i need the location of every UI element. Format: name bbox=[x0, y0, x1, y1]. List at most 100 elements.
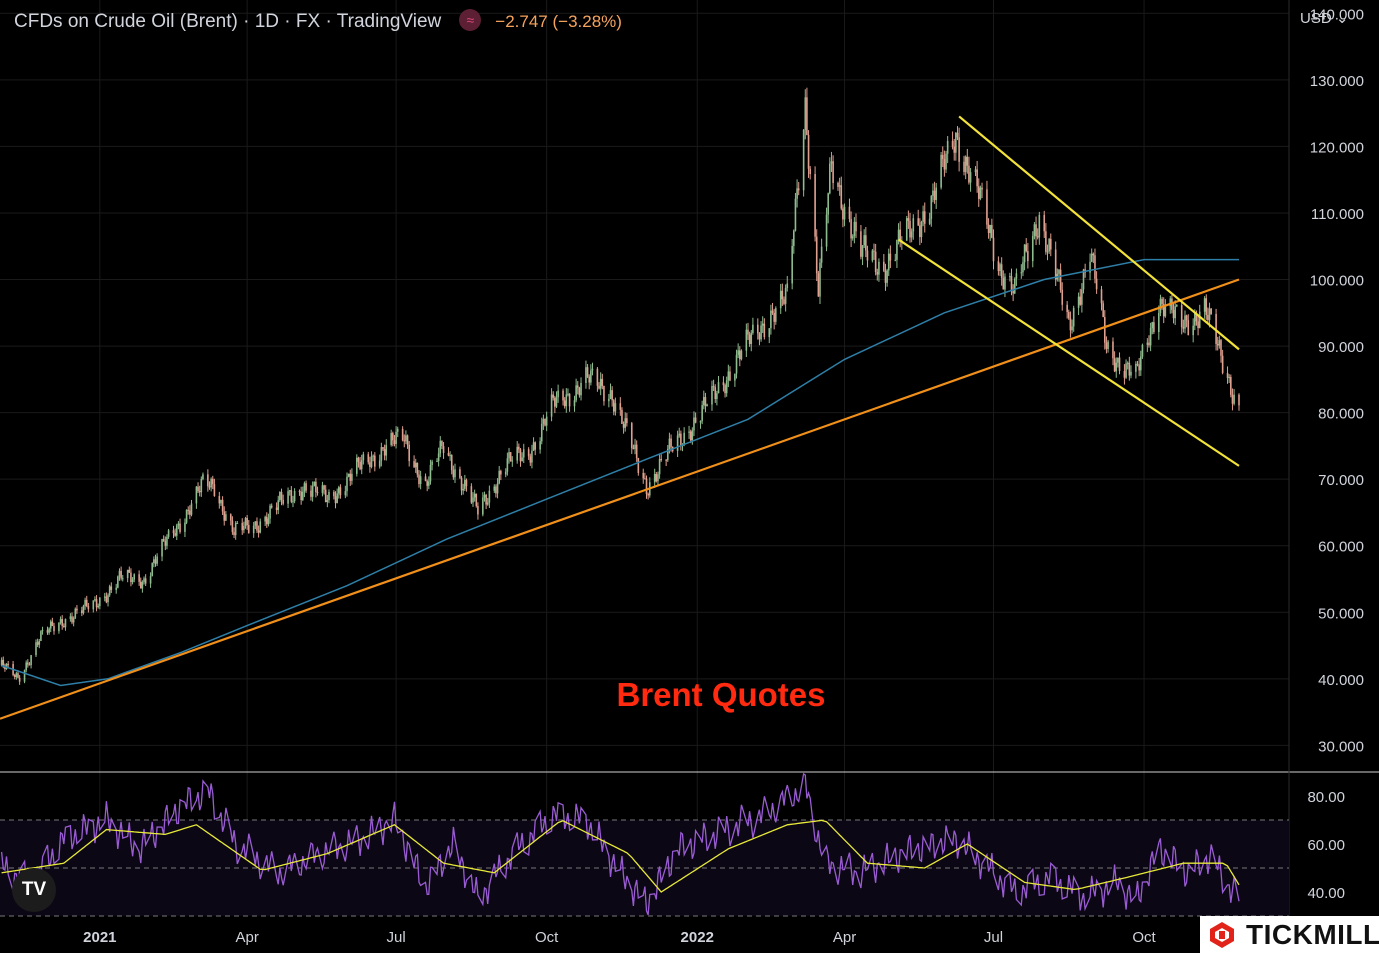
candle-body bbox=[189, 510, 191, 515]
candle-body bbox=[608, 398, 610, 402]
candle-body bbox=[734, 373, 736, 381]
candle-body bbox=[531, 450, 533, 463]
candle-body bbox=[883, 261, 885, 271]
candle-body bbox=[933, 190, 936, 200]
candle-body bbox=[1125, 363, 1127, 378]
candle-body bbox=[1233, 394, 1235, 404]
candle-body bbox=[13, 675, 16, 677]
candle-body bbox=[809, 168, 811, 175]
candle-body bbox=[1148, 342, 1150, 346]
candle-body bbox=[642, 472, 645, 479]
chart-header: CFDs on Crude Oil (Brent) · 1D · FX · Tr… bbox=[14, 9, 622, 33]
candle-body bbox=[930, 195, 933, 219]
candle-body bbox=[1182, 327, 1185, 329]
candle-body bbox=[313, 481, 316, 486]
symbol-title[interactable]: CFDs on Crude Oil (Brent) · 1D · FX · Tr… bbox=[14, 11, 442, 32]
candle-body bbox=[1035, 224, 1037, 237]
candle-body bbox=[63, 625, 65, 628]
candle-body bbox=[362, 454, 365, 461]
candle-body bbox=[588, 376, 591, 383]
candle-body bbox=[712, 386, 715, 388]
candle-body bbox=[220, 499, 222, 504]
candle-body bbox=[958, 137, 960, 162]
price-axis[interactable]: 30.000 40.000 50.000 60.000 70.000 80.000 90.0… bbox=[1310, 6, 1364, 755]
candle-body bbox=[711, 386, 713, 405]
candle-body bbox=[601, 378, 604, 386]
candle-body bbox=[372, 455, 374, 457]
candle-body bbox=[632, 448, 635, 450]
candle-body bbox=[51, 621, 54, 626]
candle-body bbox=[701, 405, 703, 421]
support-trend-line[interactable] bbox=[0, 278, 1240, 720]
candle-body bbox=[35, 642, 37, 656]
candle-body bbox=[545, 416, 548, 426]
candle-body bbox=[385, 445, 388, 456]
candle-body bbox=[426, 481, 428, 486]
candle-body bbox=[293, 491, 296, 502]
candle-body bbox=[200, 479, 203, 493]
candle-body bbox=[626, 418, 628, 424]
candle-body bbox=[279, 491, 281, 501]
candle-body bbox=[0, 659, 3, 666]
price-tick-label: 40.000 bbox=[1318, 672, 1364, 689]
indicator-wave-icon[interactable]: ≈ bbox=[459, 9, 482, 31]
channel-lower-line[interactable] bbox=[897, 238, 1240, 467]
candle-body bbox=[1023, 244, 1026, 263]
candle-body bbox=[735, 354, 738, 374]
candle-body bbox=[1146, 342, 1149, 345]
channel-upper-line[interactable] bbox=[958, 115, 1240, 351]
candle-body bbox=[689, 431, 692, 441]
candle-body bbox=[84, 599, 86, 606]
candle-body bbox=[110, 586, 113, 590]
candle-body bbox=[506, 458, 509, 472]
candle-body bbox=[529, 456, 532, 463]
candle-body bbox=[30, 655, 32, 666]
candle-body bbox=[791, 245, 793, 284]
candle-body bbox=[36, 642, 39, 645]
tradingview-logo-icon[interactable]: TV bbox=[12, 868, 56, 912]
candle-body bbox=[117, 576, 119, 588]
candle-body bbox=[716, 393, 718, 400]
candle-body bbox=[666, 448, 669, 461]
candle-body bbox=[321, 485, 324, 493]
time-tick-label: Jul bbox=[386, 929, 405, 946]
candle-body bbox=[863, 235, 865, 246]
candle-body bbox=[935, 187, 938, 200]
candle-body bbox=[887, 253, 890, 271]
candle-body bbox=[747, 329, 749, 335]
candle-body bbox=[382, 447, 384, 450]
candle-body bbox=[815, 236, 818, 274]
candle-body bbox=[1077, 296, 1080, 308]
candle-body bbox=[580, 382, 582, 396]
candle-body bbox=[873, 250, 875, 252]
candle-body bbox=[653, 473, 656, 483]
candle-body bbox=[288, 490, 291, 492]
candle-body bbox=[252, 525, 255, 534]
candle-body bbox=[439, 440, 442, 454]
candle-body bbox=[727, 371, 730, 381]
candle-body bbox=[657, 474, 659, 482]
price-tick-label: 110.000 bbox=[1311, 206, 1364, 223]
candle-body bbox=[1033, 224, 1036, 236]
rsi-axis[interactable]: 40.00 60.00 80.00 bbox=[1307, 789, 1345, 902]
candle-body bbox=[979, 187, 982, 199]
candle-body bbox=[1004, 276, 1006, 290]
candle-body bbox=[197, 486, 199, 492]
candle-body bbox=[1092, 253, 1095, 256]
candle-body bbox=[18, 677, 21, 682]
time-axis[interactable]: 2021 Apr Jul Oct 2022 Apr Jul Oct bbox=[83, 929, 1156, 946]
candle-body bbox=[724, 385, 726, 394]
candle-body bbox=[477, 506, 479, 515]
candle-body bbox=[413, 461, 415, 468]
candle-body bbox=[997, 261, 1000, 272]
candle-body bbox=[722, 382, 725, 386]
candle-body bbox=[1184, 315, 1186, 329]
currency-selector[interactable]: USD ⌄ bbox=[1300, 9, 1348, 27]
candle-body bbox=[568, 393, 571, 407]
candle-body bbox=[989, 224, 992, 234]
candle-body bbox=[488, 490, 491, 503]
candle-body bbox=[1012, 290, 1014, 294]
candle-body bbox=[27, 662, 29, 665]
candle-body bbox=[277, 500, 280, 510]
